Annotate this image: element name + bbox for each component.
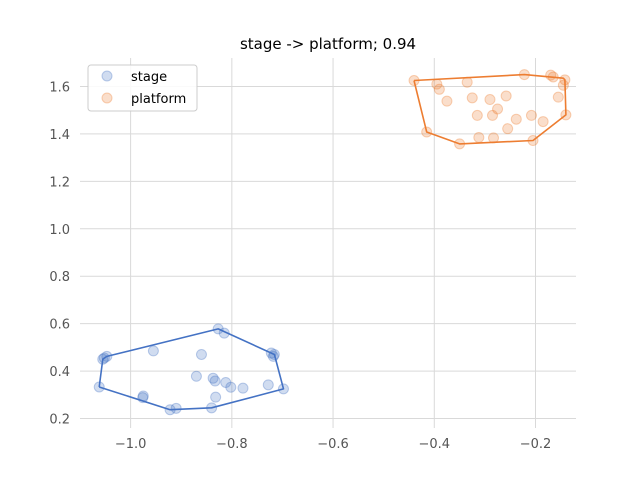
x-tick-label: −0.2 [520, 437, 552, 452]
data-point-platform [510, 113, 522, 125]
plot-series [93, 69, 572, 416]
y-tick-label: 0.4 [49, 365, 70, 380]
data-point-platform [484, 94, 496, 106]
data-point-stage [225, 381, 237, 393]
hull-outline-stage [98, 328, 285, 411]
data-point-stage [190, 370, 202, 382]
legend-box [87, 64, 198, 112]
data-point-platform [471, 109, 483, 121]
y-tick-label: 0.2 [49, 413, 70, 428]
legend-label-platform: platform [131, 92, 186, 107]
series-platform [408, 69, 572, 150]
data-point-stage [210, 391, 222, 403]
data-point-platform [525, 109, 537, 121]
y-tick-label: 1.4 [49, 128, 70, 143]
data-point-stage [195, 348, 207, 360]
x-tick-label: −0.6 [317, 437, 349, 452]
data-point-platform [433, 83, 445, 95]
data-point-platform [552, 91, 564, 103]
series-stage [93, 323, 289, 416]
axes: −1.0 −0.8 −0.6 −0.4 −0.2 0.2 0.4 0.6 0.8 1.0 1.2 1.… [49, 80, 551, 452]
legend-marker-stage [101, 70, 113, 82]
chart-title: stage -> platform; 0.94 [240, 35, 416, 53]
y-tick-label: 1.2 [49, 175, 70, 190]
data-point-platform [500, 90, 512, 102]
legend-label-stage: stage [131, 70, 167, 85]
data-point-stage [237, 382, 249, 394]
data-point-stage [147, 345, 159, 357]
data-point-stage [170, 402, 182, 414]
x-tick-label: −0.8 [216, 437, 248, 452]
x-tick-label: −1.0 [115, 437, 147, 452]
data-point-stage [220, 376, 232, 388]
x-tick-label: −0.4 [418, 437, 450, 452]
data-point-platform [466, 92, 478, 104]
legend: stage platform [87, 64, 198, 112]
grid-lines [80, 58, 576, 428]
hull-outline-platform [413, 73, 567, 145]
y-tick-label: 1.0 [49, 223, 70, 238]
y-tick-label: 0.6 [49, 318, 70, 333]
data-point-platform [486, 109, 498, 121]
legend-marker-platform [101, 92, 113, 104]
y-tick-label: 0.8 [49, 270, 70, 285]
data-point-platform [441, 95, 453, 107]
data-point-platform [473, 131, 485, 143]
data-point-stage [209, 375, 221, 387]
data-point-platform [492, 103, 504, 115]
data-point-platform [461, 76, 473, 88]
data-point-stage [262, 379, 274, 391]
y-tick-label: 1.6 [49, 80, 70, 95]
data-point-stage [207, 372, 219, 384]
data-point-platform [502, 123, 514, 135]
data-point-platform [537, 116, 549, 128]
